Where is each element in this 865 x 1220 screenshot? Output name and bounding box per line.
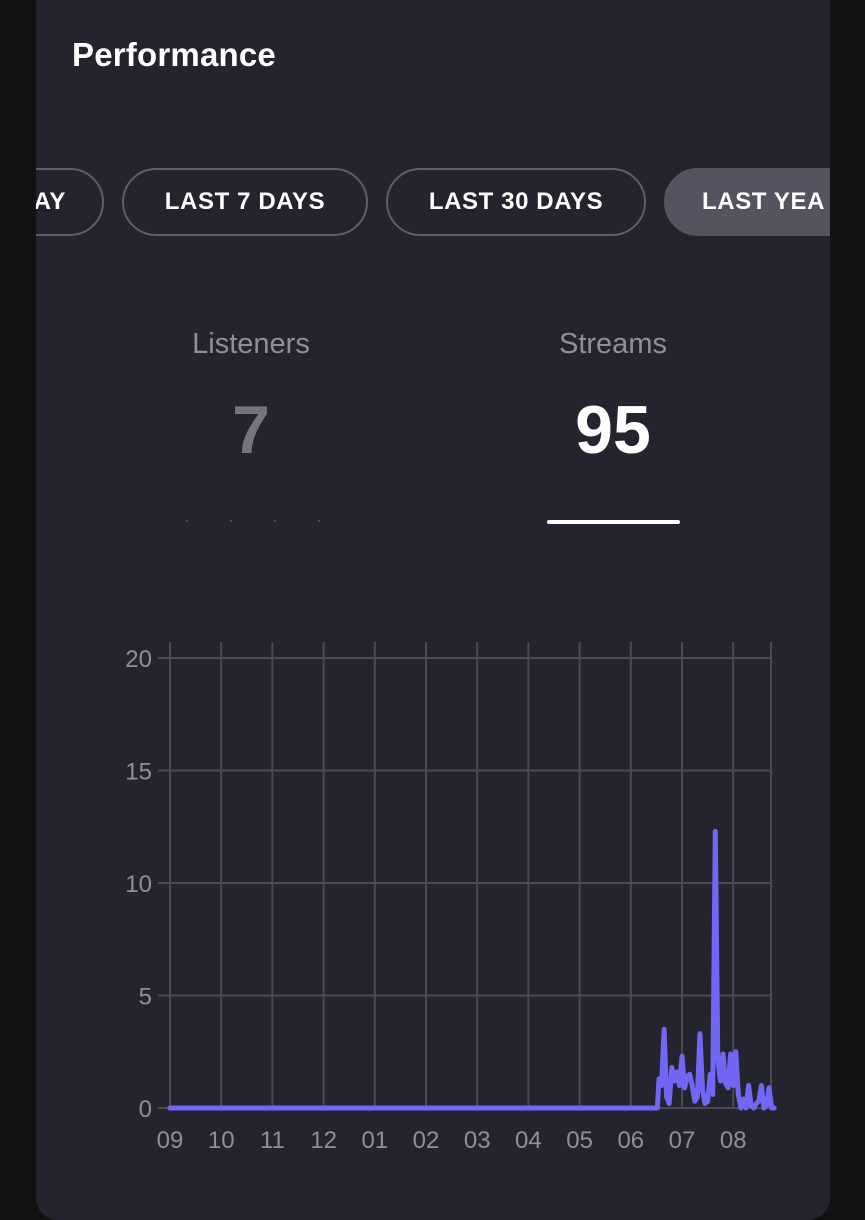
y-tick-label: 20: [125, 646, 152, 673]
y-tick-label: 5: [139, 984, 152, 1011]
y-tick-label: 10: [125, 871, 152, 898]
performance-card: Performance AY LAST 7 DAYS LAST 30 DAYS …: [36, 0, 830, 1220]
tab-last-year[interactable]: LAST YEA: [664, 168, 830, 236]
tab-today[interactable]: AY: [36, 168, 104, 236]
x-tick-label: 03: [464, 1127, 491, 1154]
listeners-tab-indicator: [186, 520, 320, 522]
tab-last-30-days-label: LAST 30 DAYS: [428, 188, 604, 215]
x-tick-label: 05: [566, 1127, 593, 1154]
x-tick-label: 01: [361, 1127, 388, 1154]
x-tick-label: 06: [617, 1127, 644, 1154]
streams-label: Streams: [559, 328, 667, 360]
listeners-metric[interactable]: Listeners 7: [101, 326, 401, 470]
streams-value: 95: [575, 392, 651, 468]
tab-last-year-label: LAST YEA: [702, 188, 826, 215]
x-tick-label: 04: [515, 1127, 542, 1154]
streams-tab-underline: [547, 520, 680, 524]
streams-series-line: [167, 828, 777, 1111]
listeners-label: Listeners: [192, 328, 310, 360]
streams-metric[interactable]: Streams 95: [463, 326, 763, 470]
x-tick-label: 07: [669, 1127, 696, 1154]
x-tick-label: 02: [413, 1127, 440, 1154]
tab-last-7-days[interactable]: LAST 7 DAYS: [122, 168, 368, 236]
x-tick-label: 11: [260, 1127, 285, 1154]
x-tick-label: 09: [157, 1127, 184, 1154]
tab-last-30-days[interactable]: LAST 30 DAYS: [386, 168, 646, 236]
tab-last-7-days-label: LAST 7 DAYS: [164, 188, 326, 215]
page-title: Performance: [72, 36, 276, 73]
y-tick-label: 15: [125, 759, 152, 786]
y-tick-label: 0: [139, 1096, 152, 1123]
listeners-value: 7: [232, 392, 270, 468]
x-tick-label: 12: [310, 1127, 337, 1154]
tab-today-label: AY: [36, 188, 66, 215]
x-tick-label: 08: [720, 1127, 747, 1154]
x-tick-label: 10: [208, 1127, 235, 1154]
